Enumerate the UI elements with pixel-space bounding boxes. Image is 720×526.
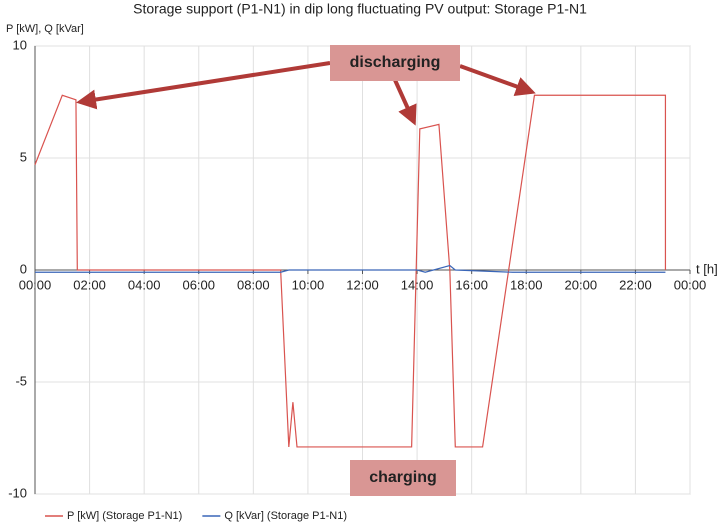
- x-axis-label: t [h]: [696, 261, 718, 276]
- annotation: discharging: [350, 54, 441, 71]
- arrow: [459, 64, 536, 96]
- x-tick-label: 22:00: [619, 277, 652, 292]
- x-tick-label: 16:00: [455, 277, 488, 292]
- legend-label: P [kW] (Storage P1-N1): [67, 510, 182, 522]
- annotation-box: [350, 460, 456, 496]
- x-tick-label: 14:00: [401, 277, 434, 292]
- x-tick-label: 02:00: [73, 277, 106, 292]
- x-tick-label: 20:00: [565, 277, 598, 292]
- x-tick-label: 12:00: [346, 277, 379, 292]
- chart-title: Storage support (P1-N1) in dip long fluc…: [133, 1, 587, 17]
- x-tick-label: 18:00: [510, 277, 543, 292]
- y-tick-label: 0: [20, 261, 27, 276]
- y-tick-label: 10: [13, 37, 27, 52]
- plot-area: -10 -5 0 5 10 00:00 02:00 04:00 06:00 08:00 10:00 1…: [8, 37, 717, 500]
- x-tick-label: 08:00: [237, 277, 270, 292]
- x-tick-label: 10:00: [292, 277, 325, 292]
- y-tick-label: 5: [20, 149, 27, 164]
- annotation-box: [330, 45, 460, 81]
- line-series: [34, 94, 667, 448]
- annotation: charging: [369, 469, 437, 486]
- line-series: [35, 264, 666, 273]
- y-tick-label: -10: [8, 485, 27, 500]
- arrow: [76, 61, 331, 110]
- y-tick-label: -5: [15, 373, 27, 388]
- arrow: [393, 79, 417, 126]
- annotation-arrows: [76, 61, 536, 126]
- x-tick-label: 00:00: [674, 277, 707, 292]
- y-axis-label: P [kW], Q [kVar]: [6, 23, 84, 35]
- legend: P [kW] (Storage P1-N1) Q [kVar] (Storage …: [45, 510, 347, 522]
- x-tick-label: 06:00: [182, 277, 215, 292]
- x-tick-label: 04:00: [128, 277, 161, 292]
- legend-label: Q [kVar] (Storage P1-N1): [224, 510, 347, 522]
